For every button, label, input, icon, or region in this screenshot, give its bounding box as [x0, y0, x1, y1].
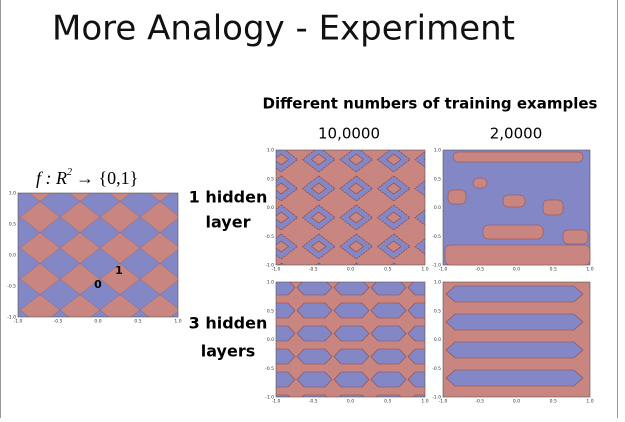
y-tick-label: -1.0 — [7, 315, 16, 321]
y-tick-label: -0.5 — [7, 284, 16, 290]
y-tick-label: 1.0 — [267, 280, 274, 286]
row-label: 3 hidden — [189, 314, 268, 333]
y-tick-label: -0.5 — [265, 366, 274, 372]
y-tick-label: 0.5 — [434, 308, 441, 314]
y-tick-label: -1.0 — [265, 395, 274, 401]
x-tick-label: 0.5 — [134, 319, 141, 325]
x-tick-label: -0.5 — [309, 267, 318, 273]
y-tick-label: 1.0 — [9, 191, 16, 197]
y-tick-label: 0.0 — [434, 337, 441, 343]
region — [444, 244, 591, 266]
plots: -1.0 -0.5 0.0 0.5 1.01.00.50.0-0.5-1.0-1.0 -0… — [7, 148, 593, 405]
column-label: 10,0000 — [318, 125, 380, 143]
y-tick-label: 1.0 — [267, 148, 274, 154]
x-tick-label: 0.5 — [550, 267, 557, 273]
title: More Analogy - Experiment — [52, 9, 515, 49]
y-tick-label: 0.5 — [9, 222, 16, 228]
y-tick-label: 1.0 — [434, 148, 441, 154]
x-tick-label: 1.0 — [421, 267, 428, 273]
column-label: 2,0000 — [490, 125, 543, 143]
x-tick-label: -0.5 — [475, 399, 484, 405]
x-tick-label: -1.0 — [272, 399, 281, 405]
formula-sup: 2 — [67, 167, 72, 178]
x-tick-label: 0.0 — [513, 267, 520, 273]
y-tick-label: -0.5 — [265, 234, 274, 240]
y-tick-label: 0.5 — [434, 176, 441, 182]
plot-area — [17, 192, 179, 318]
x-tick-label: 1.0 — [421, 399, 428, 405]
region — [502, 194, 526, 208]
y-tick-label: -0.5 — [432, 234, 441, 240]
y-tick-label: -1.0 — [265, 263, 274, 269]
region — [447, 189, 467, 205]
x-tick-label: -1.0 — [439, 399, 448, 405]
plot-area — [275, 149, 426, 266]
formula-rhs: → {0,1} — [76, 168, 138, 188]
x-tick-label: 1.0 — [174, 319, 181, 325]
y-tick-label: -1.0 — [432, 395, 441, 401]
plot-area — [275, 281, 426, 398]
x-tick-label: 0.0 — [94, 319, 101, 325]
x-tick-label: 1.0 — [586, 267, 593, 273]
y-tick-label: 0.0 — [267, 337, 274, 343]
y-tick-label: -1.0 — [432, 263, 441, 269]
y-tick-label: 0.0 — [434, 205, 441, 211]
x-tick-label: -1.0 — [14, 319, 23, 325]
row-label: 1 hidden — [189, 188, 268, 207]
y-tick-label: 1.0 — [434, 280, 441, 286]
x-tick-label: 0.0 — [347, 267, 354, 273]
x-tick-label: 0.5 — [384, 267, 391, 273]
x-tick-label: -0.5 — [54, 319, 63, 325]
row-label: layer — [206, 213, 251, 232]
formula: f : R2 → {0,1} — [36, 167, 138, 188]
region — [472, 177, 488, 189]
region — [482, 224, 544, 240]
x-tick-label: 0.5 — [384, 399, 391, 405]
plot-area — [442, 281, 591, 398]
x-tick-label: -1.0 — [272, 267, 281, 273]
region-label: 0 — [94, 278, 102, 291]
formula-lhs: f : R — [36, 168, 67, 188]
region-label: 1 — [115, 264, 123, 277]
y-tick-label: 0.0 — [9, 253, 16, 259]
row-label: layers — [201, 342, 255, 361]
x-tick-label: -0.5 — [475, 267, 484, 273]
x-tick-label: 0.0 — [513, 399, 520, 405]
region — [452, 151, 584, 163]
y-tick-label: 0.0 — [267, 205, 274, 211]
x-tick-label: 0.5 — [550, 399, 557, 405]
region — [542, 199, 564, 216]
y-tick-label: 0.5 — [267, 176, 274, 182]
x-tick-label: 0.0 — [347, 399, 354, 405]
x-tick-label: -0.5 — [309, 399, 318, 405]
y-tick-label: 0.5 — [267, 308, 274, 314]
heading: Different numbers of training examples — [263, 95, 598, 113]
x-tick-label: 1.0 — [586, 399, 593, 405]
region — [562, 229, 589, 245]
x-tick-label: -1.0 — [439, 267, 448, 273]
y-tick-label: -0.5 — [432, 366, 441, 372]
